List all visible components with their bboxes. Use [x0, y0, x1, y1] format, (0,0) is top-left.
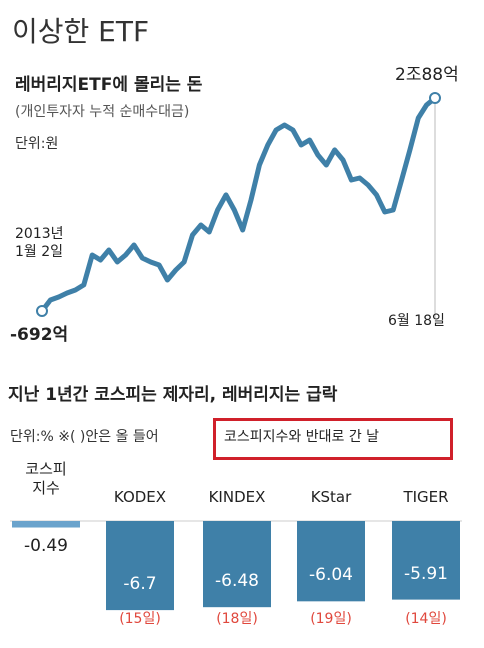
highlight-note: 코스피지수와 반대로 간 날	[224, 429, 380, 445]
chart-title: 레버리지ETF에 몰리는 돈	[15, 75, 203, 95]
value-label: 2조88억	[395, 65, 459, 85]
value-label: -6.7	[123, 574, 157, 595]
annotation: (18일)	[216, 611, 258, 627]
value-label: -5.91	[404, 563, 448, 584]
x-label: KStar	[310, 488, 352, 506]
bar	[392, 521, 460, 600]
end-point	[429, 92, 441, 104]
annotation: (19일)	[310, 611, 352, 627]
chart-subtitle: (개인투자자 누적 순매수대금)	[15, 104, 190, 120]
x-label: 6월 18일	[388, 313, 445, 329]
bar	[203, 521, 271, 608]
x-label: 2013년 1월 2일	[15, 226, 64, 260]
chart-title: 지난 1년간 코스피는 제자리, 레버리지는 급락	[8, 385, 338, 405]
unit-label: 단위:원	[15, 136, 59, 152]
x-label: 코스피 지수	[25, 460, 67, 497]
bar	[106, 521, 174, 611]
highlight-box	[213, 418, 453, 460]
bar	[12, 521, 80, 528]
x-label: KINDEX	[208, 488, 266, 506]
annotation: (15일)	[119, 611, 161, 627]
chart-subtitle: 단위:% ※( )안은 올 들어	[10, 429, 159, 445]
annotation: (14일)	[405, 611, 447, 627]
value-label: -0.49	[24, 536, 68, 556]
value-label: -692억	[10, 325, 69, 345]
end-point	[36, 305, 48, 317]
page-title: 이상한 ETF	[12, 15, 150, 48]
x-label: TIGER	[403, 488, 449, 506]
x-label: KODEX	[113, 488, 167, 506]
value-label: -6.48	[215, 571, 259, 592]
bar	[297, 521, 365, 602]
value-label: -6.04	[309, 565, 353, 586]
line	[39, 95, 438, 314]
